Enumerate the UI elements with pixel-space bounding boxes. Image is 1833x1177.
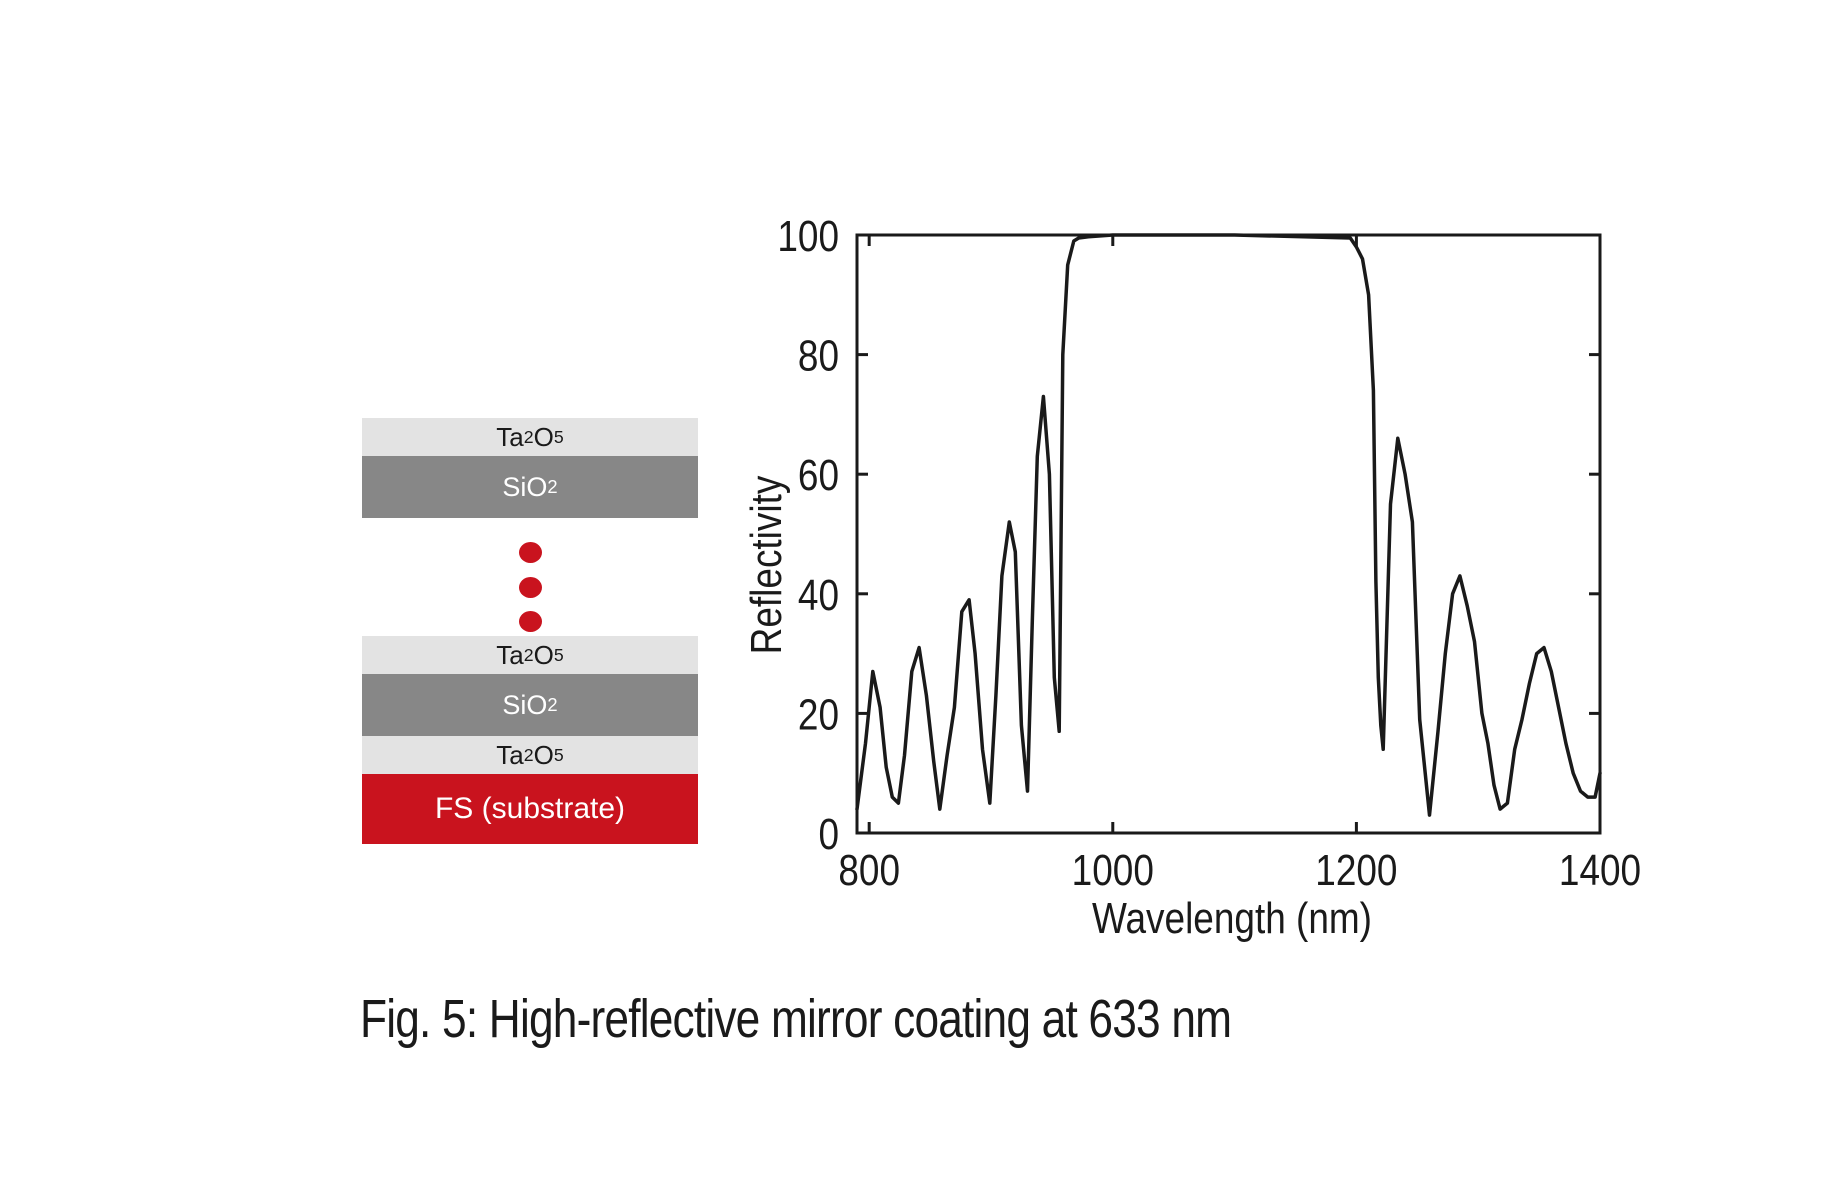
y-tick-label: 80: [798, 331, 839, 381]
layer-ta2o5: Ta 2 O 5: [362, 636, 698, 674]
ellipsis-dot: [519, 542, 542, 563]
coating-layer-stack: Ta 2 O 5 SiO 2 Ta 2 O 5 SiO 2 Ta 2 O 5 FS (substrat…: [362, 418, 698, 844]
ellipsis-dot: [519, 577, 542, 598]
y-tick-label: 60: [798, 450, 839, 500]
layer-sio2: SiO 2: [362, 674, 698, 736]
x-axis-label: Wavelength (nm): [1092, 893, 1372, 943]
layer-ta2o5-bottom: Ta 2 O 5: [362, 736, 698, 774]
y-tick-label: 100: [777, 211, 839, 261]
layer-ta2o5-top: Ta 2 O 5: [362, 418, 698, 456]
x-tick-label: 1400: [1559, 845, 1641, 895]
figure-caption: Fig. 5: High-reflective mirror coating a…: [360, 989, 1232, 1049]
y-axis-label: Reflectivity: [741, 475, 791, 654]
x-tick-label: 1000: [1072, 845, 1154, 895]
series-line-reflectivity: [855, 233, 1602, 817]
ellipsis-dot: [519, 611, 542, 632]
x-tick-label: 800: [838, 845, 900, 895]
repeat-ellipsis: [362, 518, 698, 636]
y-tick-label: 20: [798, 689, 839, 739]
y-tick-label: 40: [798, 570, 839, 620]
x-tick-label: 1200: [1315, 845, 1397, 895]
y-tick-label: 0: [818, 809, 839, 859]
layer-sio2-top: SiO 2: [362, 456, 698, 518]
layer-substrate: FS (substrate): [362, 774, 698, 844]
chart-ticks: 800 1000 1200 1400 0 20 40 60 80 100: [777, 211, 1641, 895]
chart-series: [855, 233, 1602, 817]
